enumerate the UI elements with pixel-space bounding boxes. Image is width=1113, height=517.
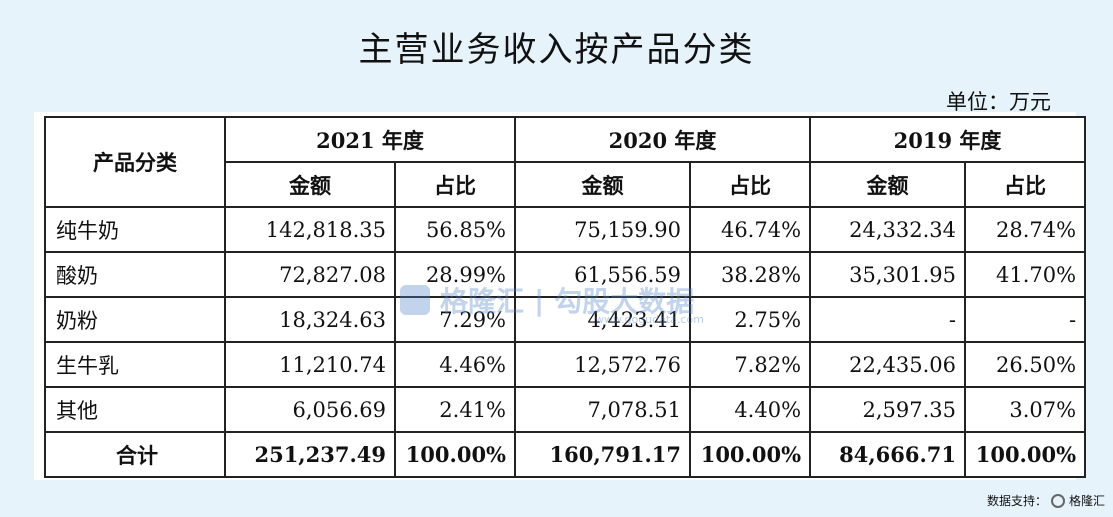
cell-value: 2,597.35 bbox=[809, 386, 967, 433]
unit-label: 单位：万元 bbox=[946, 90, 1051, 114]
cell-value: 28.99% bbox=[393, 251, 517, 298]
cell-value: 75,159.90 bbox=[514, 206, 692, 253]
row-name: 其他 bbox=[44, 386, 226, 433]
table-row: 其他 6,056.69 2.41% 7,078.51 4.40% 2,597.3… bbox=[44, 386, 1087, 433]
cell-value: 4.46% bbox=[393, 341, 517, 388]
total-value: 84,666.71 bbox=[809, 431, 967, 478]
row-name: 纯牛奶 bbox=[44, 206, 226, 253]
cell-value: 28.74% bbox=[964, 206, 1087, 253]
footer-credit: 数据支持： 格隆汇 bbox=[987, 492, 1105, 509]
header-row-metrics: 金额 占比 金额 占比 金额 占比 bbox=[45, 161, 1087, 208]
watermark-url: www.gogudata.com bbox=[595, 313, 704, 326]
cell-value: 4.40% bbox=[689, 386, 812, 433]
total-value: 100.00% bbox=[689, 431, 812, 478]
header-ratio: 占比 bbox=[393, 161, 517, 208]
header-amount: 金额 bbox=[809, 161, 967, 208]
cell-value: 56.85% bbox=[393, 206, 517, 253]
cell-value: 2.75% bbox=[689, 296, 812, 343]
cell-value: - bbox=[809, 296, 967, 343]
cell-value: 4,423.41 bbox=[514, 296, 692, 343]
cell-value: 38.28% bbox=[689, 251, 812, 298]
total-value: 251,237.49 bbox=[224, 431, 396, 478]
total-value: 160,791.17 bbox=[514, 431, 692, 478]
cell-value: - bbox=[964, 296, 1087, 343]
row-name: 生牛乳 bbox=[44, 341, 226, 388]
header-year-2019: 2019 年度 bbox=[809, 116, 1087, 163]
cell-value: 7.29% bbox=[393, 296, 517, 343]
cell-value: 35,301.95 bbox=[809, 251, 967, 298]
header-year-2020: 2020 年度 bbox=[514, 116, 812, 163]
cell-value: 22,435.06 bbox=[809, 341, 967, 388]
header-amount: 金额 bbox=[224, 161, 396, 208]
header-amount: 金额 bbox=[514, 161, 692, 208]
gelonghui-logo-icon bbox=[1050, 493, 1065, 508]
cell-value: 24,332.34 bbox=[809, 206, 967, 253]
total-value: 100.00% bbox=[964, 431, 1087, 478]
footer-brand: 格隆汇 bbox=[1068, 494, 1105, 508]
cell-value: 11,210.74 bbox=[224, 341, 396, 388]
cell-value: 18,324.63 bbox=[224, 296, 396, 343]
cell-value: 3.07% bbox=[964, 386, 1087, 433]
cell-value: 6,056.69 bbox=[224, 386, 396, 433]
total-value: 100.00% bbox=[393, 431, 517, 478]
table-row: 纯牛奶 142,818.35 56.85% 75,159.90 46.74% 2… bbox=[44, 206, 1087, 253]
header-year-2021: 2021 年度 bbox=[223, 116, 517, 163]
cell-value: 61,556.59 bbox=[514, 251, 692, 298]
header-ratio: 占比 bbox=[689, 161, 812, 208]
cell-value: 142,818.35 bbox=[224, 206, 396, 253]
cell-value: 7,078.51 bbox=[514, 386, 692, 433]
page-title: 主营业务收入按产品分类 bbox=[358, 30, 755, 70]
cell-value: 46.74% bbox=[689, 206, 812, 253]
table-row: 生牛乳 11,210.74 4.46% 12,572.76 7.82% 22,4… bbox=[44, 341, 1087, 388]
total-row: 合计 251,237.49 100.00% 160,791.17 100.00%… bbox=[44, 431, 1087, 478]
header-ratio: 占比 bbox=[964, 161, 1087, 208]
row-name: 奶粉 bbox=[44, 296, 226, 343]
footer-text: 数据支持： bbox=[986, 494, 1047, 508]
cell-value: 41.70% bbox=[964, 251, 1087, 298]
table-row: 酸奶 72,827.08 28.99% 61,556.59 38.28% 35,… bbox=[44, 251, 1087, 298]
header-row-years: 产品分类 2021 年度 2020 年度 2019 年度 bbox=[44, 116, 1087, 208]
row-name: 酸奶 bbox=[44, 251, 226, 298]
cell-value: 12,572.76 bbox=[514, 341, 692, 388]
cell-value: 2.41% bbox=[393, 386, 517, 433]
revenue-table: 产品分类 2021 年度 2020 年度 2019 年度 金额 占比 金额 占比… bbox=[44, 116, 1087, 478]
cell-value: 26.50% bbox=[964, 341, 1087, 388]
total-label: 合计 bbox=[44, 431, 226, 478]
cell-value: 7.82% bbox=[689, 341, 812, 388]
table-row: 奶粉 18,324.63 7.29% 4,423.41 2.75% - - bbox=[44, 296, 1087, 343]
header-category: 产品分类 bbox=[44, 116, 226, 208]
cell-value: 72,827.08 bbox=[224, 251, 396, 298]
